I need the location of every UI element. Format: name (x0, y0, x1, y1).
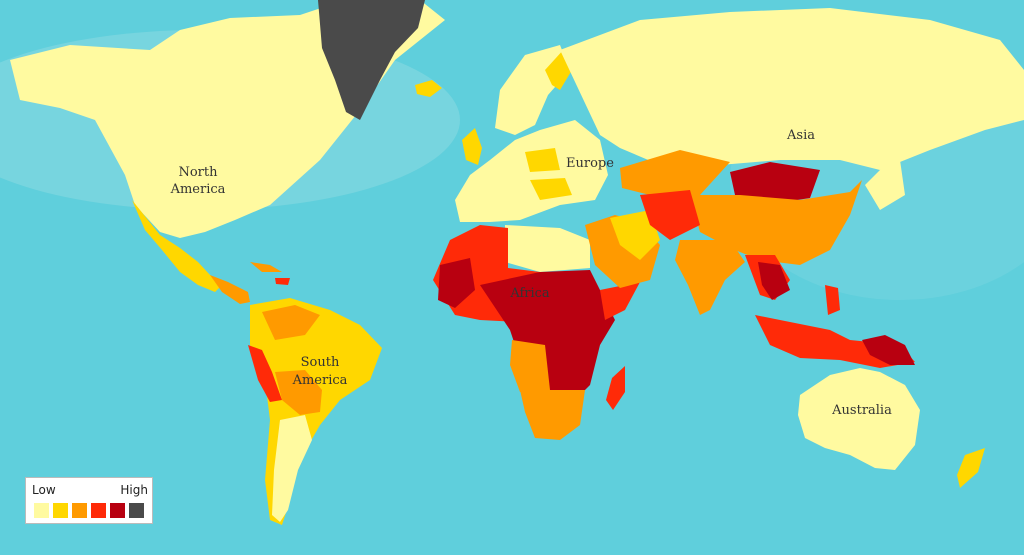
iran (610, 210, 660, 260)
laos-cambodia (758, 262, 790, 300)
legend-swatch-6 (129, 503, 144, 518)
legend-swatch-5 (110, 503, 125, 518)
india (675, 240, 745, 315)
label-south-america-line2: America (292, 373, 348, 388)
uk (462, 128, 482, 165)
central-east-africa (480, 270, 615, 400)
philippines (825, 285, 840, 315)
central-america (210, 275, 250, 304)
mauritania (438, 258, 475, 308)
map-legend: Low High (25, 477, 153, 524)
legend-swatch-3 (72, 503, 87, 518)
iceland (415, 80, 442, 97)
label-south-america-line1: South (301, 355, 340, 370)
colombia-venezuela (262, 305, 320, 340)
ukraine (525, 148, 560, 172)
southern-africa (520, 390, 585, 440)
new-zealand (957, 448, 985, 488)
legend-swatch-4 (91, 503, 106, 518)
korea-japan (865, 160, 905, 210)
afghanistan (640, 190, 700, 240)
caribbean-island (250, 262, 282, 272)
kazakhstan (620, 150, 730, 195)
patagonia (272, 415, 312, 522)
china (690, 180, 862, 265)
new-guinea (862, 335, 915, 365)
label-north-america-line2: America (170, 182, 226, 197)
label-australia: Australia (831, 403, 892, 418)
madagascar (606, 366, 625, 410)
caribbean-island-red (275, 278, 290, 285)
bolivia (275, 370, 322, 415)
mongolia (730, 162, 820, 205)
mexico (132, 200, 222, 292)
greenland (318, 0, 425, 120)
legend-high-label: High (120, 483, 148, 497)
legend-swatch-2 (53, 503, 68, 518)
andes-red (248, 345, 282, 402)
legend-swatch-1 (34, 503, 49, 518)
australia-land (798, 368, 920, 470)
label-europe: Europe (566, 156, 614, 171)
balkans (530, 178, 572, 200)
legend-low-label: Low (32, 483, 56, 497)
russia (560, 8, 1024, 170)
label-asia: Asia (786, 128, 815, 143)
horn-of-africa (600, 282, 640, 320)
label-africa: Africa (509, 286, 550, 301)
angola (510, 340, 550, 392)
label-north-america-line1: North (178, 165, 218, 180)
north-africa (505, 225, 590, 272)
